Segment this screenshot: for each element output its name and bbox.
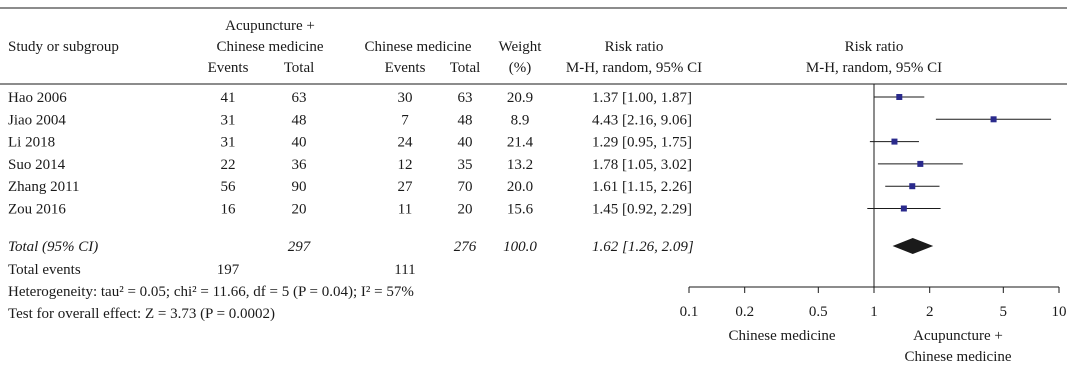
- col-weight-unit: (%): [509, 60, 532, 76]
- x-tick-label: 0.2: [735, 304, 754, 320]
- weight-value: 21.4: [507, 135, 534, 151]
- x-tick-label: 1: [870, 304, 878, 320]
- study-name: Zhang 2011: [8, 179, 80, 195]
- plot-area: 0.1 0.2 0.5 1 2 5 10: [680, 84, 1067, 320]
- overall-test-text: Test for overall effect: Z = 3.73 (P = 0…: [8, 306, 275, 322]
- weight-value: 13.2: [507, 157, 533, 173]
- col-study-header: Study or subgroup: [8, 39, 119, 55]
- col-events2-header: Events: [385, 60, 426, 76]
- study-name: Li 2018: [8, 135, 55, 151]
- weight-value: 15.6: [507, 202, 534, 218]
- x-tick-label: 10: [1052, 304, 1067, 320]
- point-marker: [900, 205, 907, 212]
- heterogeneity-text: Heterogeneity: tau² = 0.05; chi² = 11.66…: [8, 284, 414, 300]
- col-total2-header: Total: [450, 60, 481, 76]
- ci-text: 1.45 [0.92, 2.29]: [592, 202, 692, 218]
- plot-rr-method: M-H, random, 95% CI: [806, 60, 942, 76]
- point-marker: [896, 94, 903, 100]
- axis-left-label: Chinese medicine: [728, 328, 835, 344]
- x-tick-label: 0.1: [680, 304, 699, 320]
- events-1: 22: [221, 157, 236, 173]
- events-1: 31: [221, 135, 236, 151]
- total-1: 20: [292, 202, 307, 218]
- x-tick-label: 0.5: [809, 304, 828, 320]
- total-2: 35: [458, 157, 473, 173]
- col-rr-method: M-H, random, 95% CI: [566, 60, 702, 76]
- study-rows: Hao 2006 41 63 30 63 20.9 1.37 [1.00, 1.87] Jia…: [8, 90, 692, 218]
- weight-value: 20.9: [507, 90, 533, 106]
- events-e1: 197: [217, 262, 240, 278]
- events-2: 27: [398, 179, 414, 195]
- events-1: 31: [221, 112, 236, 128]
- axis-right-label-line1: Acupuncture +: [913, 328, 1003, 344]
- total-1: 36: [292, 157, 308, 173]
- ci-text: 1.78 [1.05, 3.02]: [592, 157, 692, 173]
- events-2: 24: [398, 135, 414, 151]
- point-marker: [990, 116, 997, 123]
- total-1: 40: [292, 135, 307, 151]
- total-2: 40: [458, 135, 473, 151]
- point-marker: [917, 160, 924, 167]
- col-events1-header: Events: [208, 60, 249, 76]
- col-group1-line1: Acupuncture +: [225, 18, 315, 34]
- ci-text: 4.43 [2.16, 9.06]: [592, 112, 692, 128]
- weight-value: 8.9: [511, 112, 530, 128]
- point-marker: [909, 183, 916, 190]
- total-n1: 297: [288, 239, 312, 255]
- events-1: 56: [221, 179, 237, 195]
- study-name: Zou 2016: [8, 202, 66, 218]
- total-n2: 276: [454, 239, 477, 255]
- point-marker: [891, 138, 898, 145]
- col-group2-header: Chinese medicine: [364, 39, 471, 55]
- col-weight-header: Weight: [499, 39, 543, 55]
- study-name: Jiao 2004: [8, 112, 66, 128]
- total-2: 70: [458, 179, 473, 195]
- ci-text: 1.37 [1.00, 1.87]: [592, 90, 692, 106]
- axis-right-label-line2: Chinese medicine: [904, 349, 1011, 365]
- x-tick-label: 5: [1000, 304, 1008, 320]
- total-2: 20: [458, 202, 473, 218]
- total-ci: 1.62 [1.26, 2.09]: [592, 239, 694, 255]
- x-tick-label: 2: [926, 304, 934, 320]
- events-2: 30: [398, 90, 413, 106]
- events-2: 11: [398, 202, 412, 218]
- total-1: 90: [292, 179, 307, 195]
- ci-text: 1.29 [0.95, 1.75]: [592, 135, 692, 151]
- events-2: 12: [398, 157, 413, 173]
- total-label: Total (95% CI): [8, 239, 98, 255]
- study-name: Suo 2014: [8, 157, 66, 173]
- weight-value: 20.0: [507, 179, 533, 195]
- events-2: 7: [401, 112, 409, 128]
- ci-text: 1.61 [1.15, 2.26]: [592, 179, 692, 195]
- study-name: Hao 2006: [8, 90, 67, 106]
- col-rr-header: Risk ratio: [605, 39, 664, 55]
- total-1: 48: [292, 112, 307, 128]
- total-2: 63: [458, 90, 473, 106]
- col-group1-line2: Chinese medicine: [216, 39, 323, 55]
- plot-rr-header: Risk ratio: [845, 39, 904, 55]
- events-e2: 111: [394, 262, 415, 278]
- events-label: Total events: [8, 262, 81, 278]
- total-2: 48: [458, 112, 473, 128]
- total-1: 63: [292, 90, 307, 106]
- total-weight: 100.0: [503, 239, 537, 255]
- events-1: 41: [221, 90, 236, 106]
- pooled-diamond: [892, 238, 934, 254]
- events-1: 16: [221, 202, 237, 218]
- col-total1-header: Total: [284, 60, 315, 76]
